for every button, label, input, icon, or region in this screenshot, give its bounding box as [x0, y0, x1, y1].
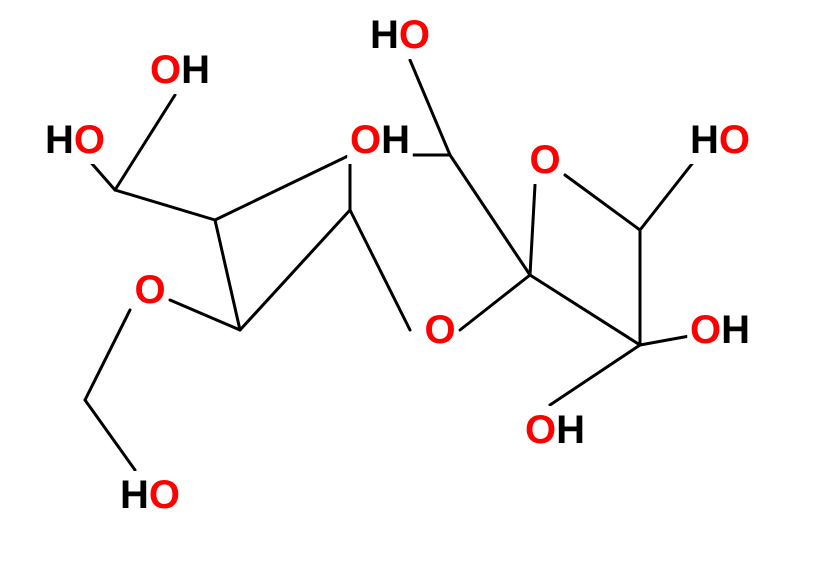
bond — [215, 220, 240, 330]
bond — [565, 175, 640, 230]
bond — [640, 160, 695, 230]
bond — [350, 210, 410, 330]
bond — [85, 400, 135, 470]
bond — [530, 275, 640, 345]
bond — [530, 185, 535, 275]
bond — [170, 300, 240, 330]
bond — [215, 155, 350, 220]
atom-label: HO — [370, 13, 430, 57]
atom-label: HO — [120, 473, 180, 517]
bond — [640, 335, 695, 345]
bond — [460, 275, 530, 330]
atom-label: HO — [690, 118, 750, 162]
bond — [115, 95, 175, 190]
atom-label: O — [424, 308, 455, 352]
bond — [240, 210, 350, 330]
atom-label: O — [529, 138, 560, 182]
atom-label: OH — [350, 118, 410, 162]
atom-label: O — [134, 268, 165, 312]
bond — [85, 310, 130, 400]
bond — [115, 190, 215, 220]
molecule-diagram: HOOHOHOOHOHOOHOOHOH — [0, 0, 823, 573]
atom-label: OH — [150, 48, 210, 92]
atom-label: HO — [45, 118, 105, 162]
atom-label: OH — [690, 308, 750, 352]
bond — [450, 155, 530, 275]
atom-label: OH — [525, 408, 585, 452]
bond — [410, 60, 450, 155]
bond — [550, 345, 640, 405]
